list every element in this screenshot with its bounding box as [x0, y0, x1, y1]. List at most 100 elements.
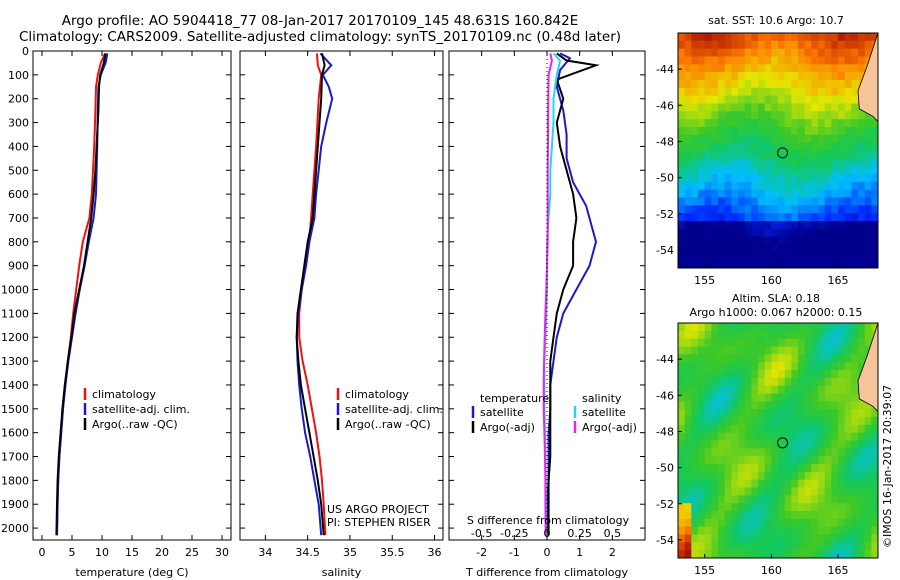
map-cell [811, 72, 819, 81]
map-cell [871, 252, 878, 261]
series-line-temperature-satellite [546, 52, 598, 536]
map-cell [704, 323, 712, 332]
map-cell [811, 323, 819, 332]
map-cell [711, 48, 719, 58]
map-cell [724, 72, 732, 81]
map-cell [844, 432, 852, 442]
map-cell [738, 323, 746, 332]
map-cell [811, 503, 819, 512]
map-cell [691, 518, 699, 528]
map-cell [684, 40, 692, 50]
map-cell [791, 424, 799, 434]
map-cell [818, 244, 826, 253]
map-cell [684, 64, 692, 73]
map-cell [751, 64, 759, 73]
map-cell [864, 518, 872, 528]
map-cell [858, 244, 866, 253]
map-cell [844, 134, 852, 144]
map-cell [804, 393, 812, 402]
map-cell [724, 487, 732, 496]
map-cell [678, 346, 686, 355]
map-cell [824, 330, 832, 340]
map-cell [691, 323, 699, 332]
map-cell [724, 362, 732, 371]
map-cell [711, 542, 719, 551]
map-cell [704, 487, 712, 496]
legend-heading: temperature [480, 392, 549, 405]
map-cell [831, 103, 839, 112]
map-cell [778, 479, 786, 489]
map-cell [804, 244, 812, 253]
map-cell [738, 119, 746, 128]
map-cell [691, 213, 699, 222]
map-cell [831, 56, 839, 65]
map-cell [778, 534, 786, 543]
map-cell [684, 542, 692, 551]
map-cell [838, 166, 846, 175]
map-cell [698, 409, 706, 418]
map-cell [711, 72, 719, 81]
map-cell [751, 440, 759, 449]
map-cell [731, 260, 739, 268]
map-cell [831, 80, 839, 89]
map-cell [744, 479, 752, 489]
map-cell [818, 330, 826, 340]
map-cell [871, 409, 878, 418]
map-cell [838, 48, 846, 58]
map-cell [698, 236, 706, 246]
map-cell [684, 228, 692, 238]
map-cell [718, 48, 726, 58]
map-cell [791, 534, 799, 543]
map-cell [791, 417, 799, 426]
map-cell [751, 95, 759, 105]
legend-heading: salinity [582, 392, 622, 405]
map-cell [731, 440, 739, 449]
map-cell [724, 495, 732, 504]
map-cell [811, 518, 819, 528]
map-cell [731, 166, 739, 175]
map-cell [831, 526, 839, 536]
map-cell [698, 448, 706, 457]
x-tick-label: 5 [69, 546, 76, 559]
map-cell [844, 417, 852, 426]
map-cell [864, 260, 872, 268]
map-cell [691, 385, 699, 395]
map-cell [751, 142, 759, 152]
map-cell [818, 158, 826, 167]
map-cell [711, 409, 719, 418]
map-cell [691, 393, 699, 402]
map-cell [784, 166, 792, 175]
map-cell [778, 518, 786, 528]
map-cell [764, 354, 772, 363]
map-cell [738, 385, 746, 395]
map-cell [704, 158, 712, 167]
map-cell [678, 456, 686, 465]
map-cell [851, 205, 859, 214]
map-cell [858, 526, 866, 536]
map-cell [771, 119, 779, 128]
map-cell [751, 542, 759, 551]
map-cell [698, 346, 706, 355]
map-cell [804, 417, 812, 426]
map-cell [778, 448, 786, 457]
map-cell [731, 103, 739, 112]
map-cell [804, 424, 812, 434]
map-cell [864, 464, 872, 473]
map-cell [824, 103, 832, 112]
map-cell [751, 424, 759, 434]
map-cell [791, 362, 799, 371]
map-cell [744, 518, 752, 528]
map-cell [678, 323, 686, 332]
map-cell [678, 377, 686, 387]
map-cell [818, 338, 826, 348]
map-cell [811, 252, 819, 261]
map-cell [758, 464, 766, 473]
map-cell [731, 417, 739, 426]
map-cell [684, 511, 692, 520]
map-cell [691, 142, 699, 152]
map-cell [771, 464, 779, 473]
map-cell [851, 103, 859, 112]
map-cell [718, 354, 726, 363]
map-cell [758, 346, 766, 355]
map-cell [718, 542, 726, 551]
